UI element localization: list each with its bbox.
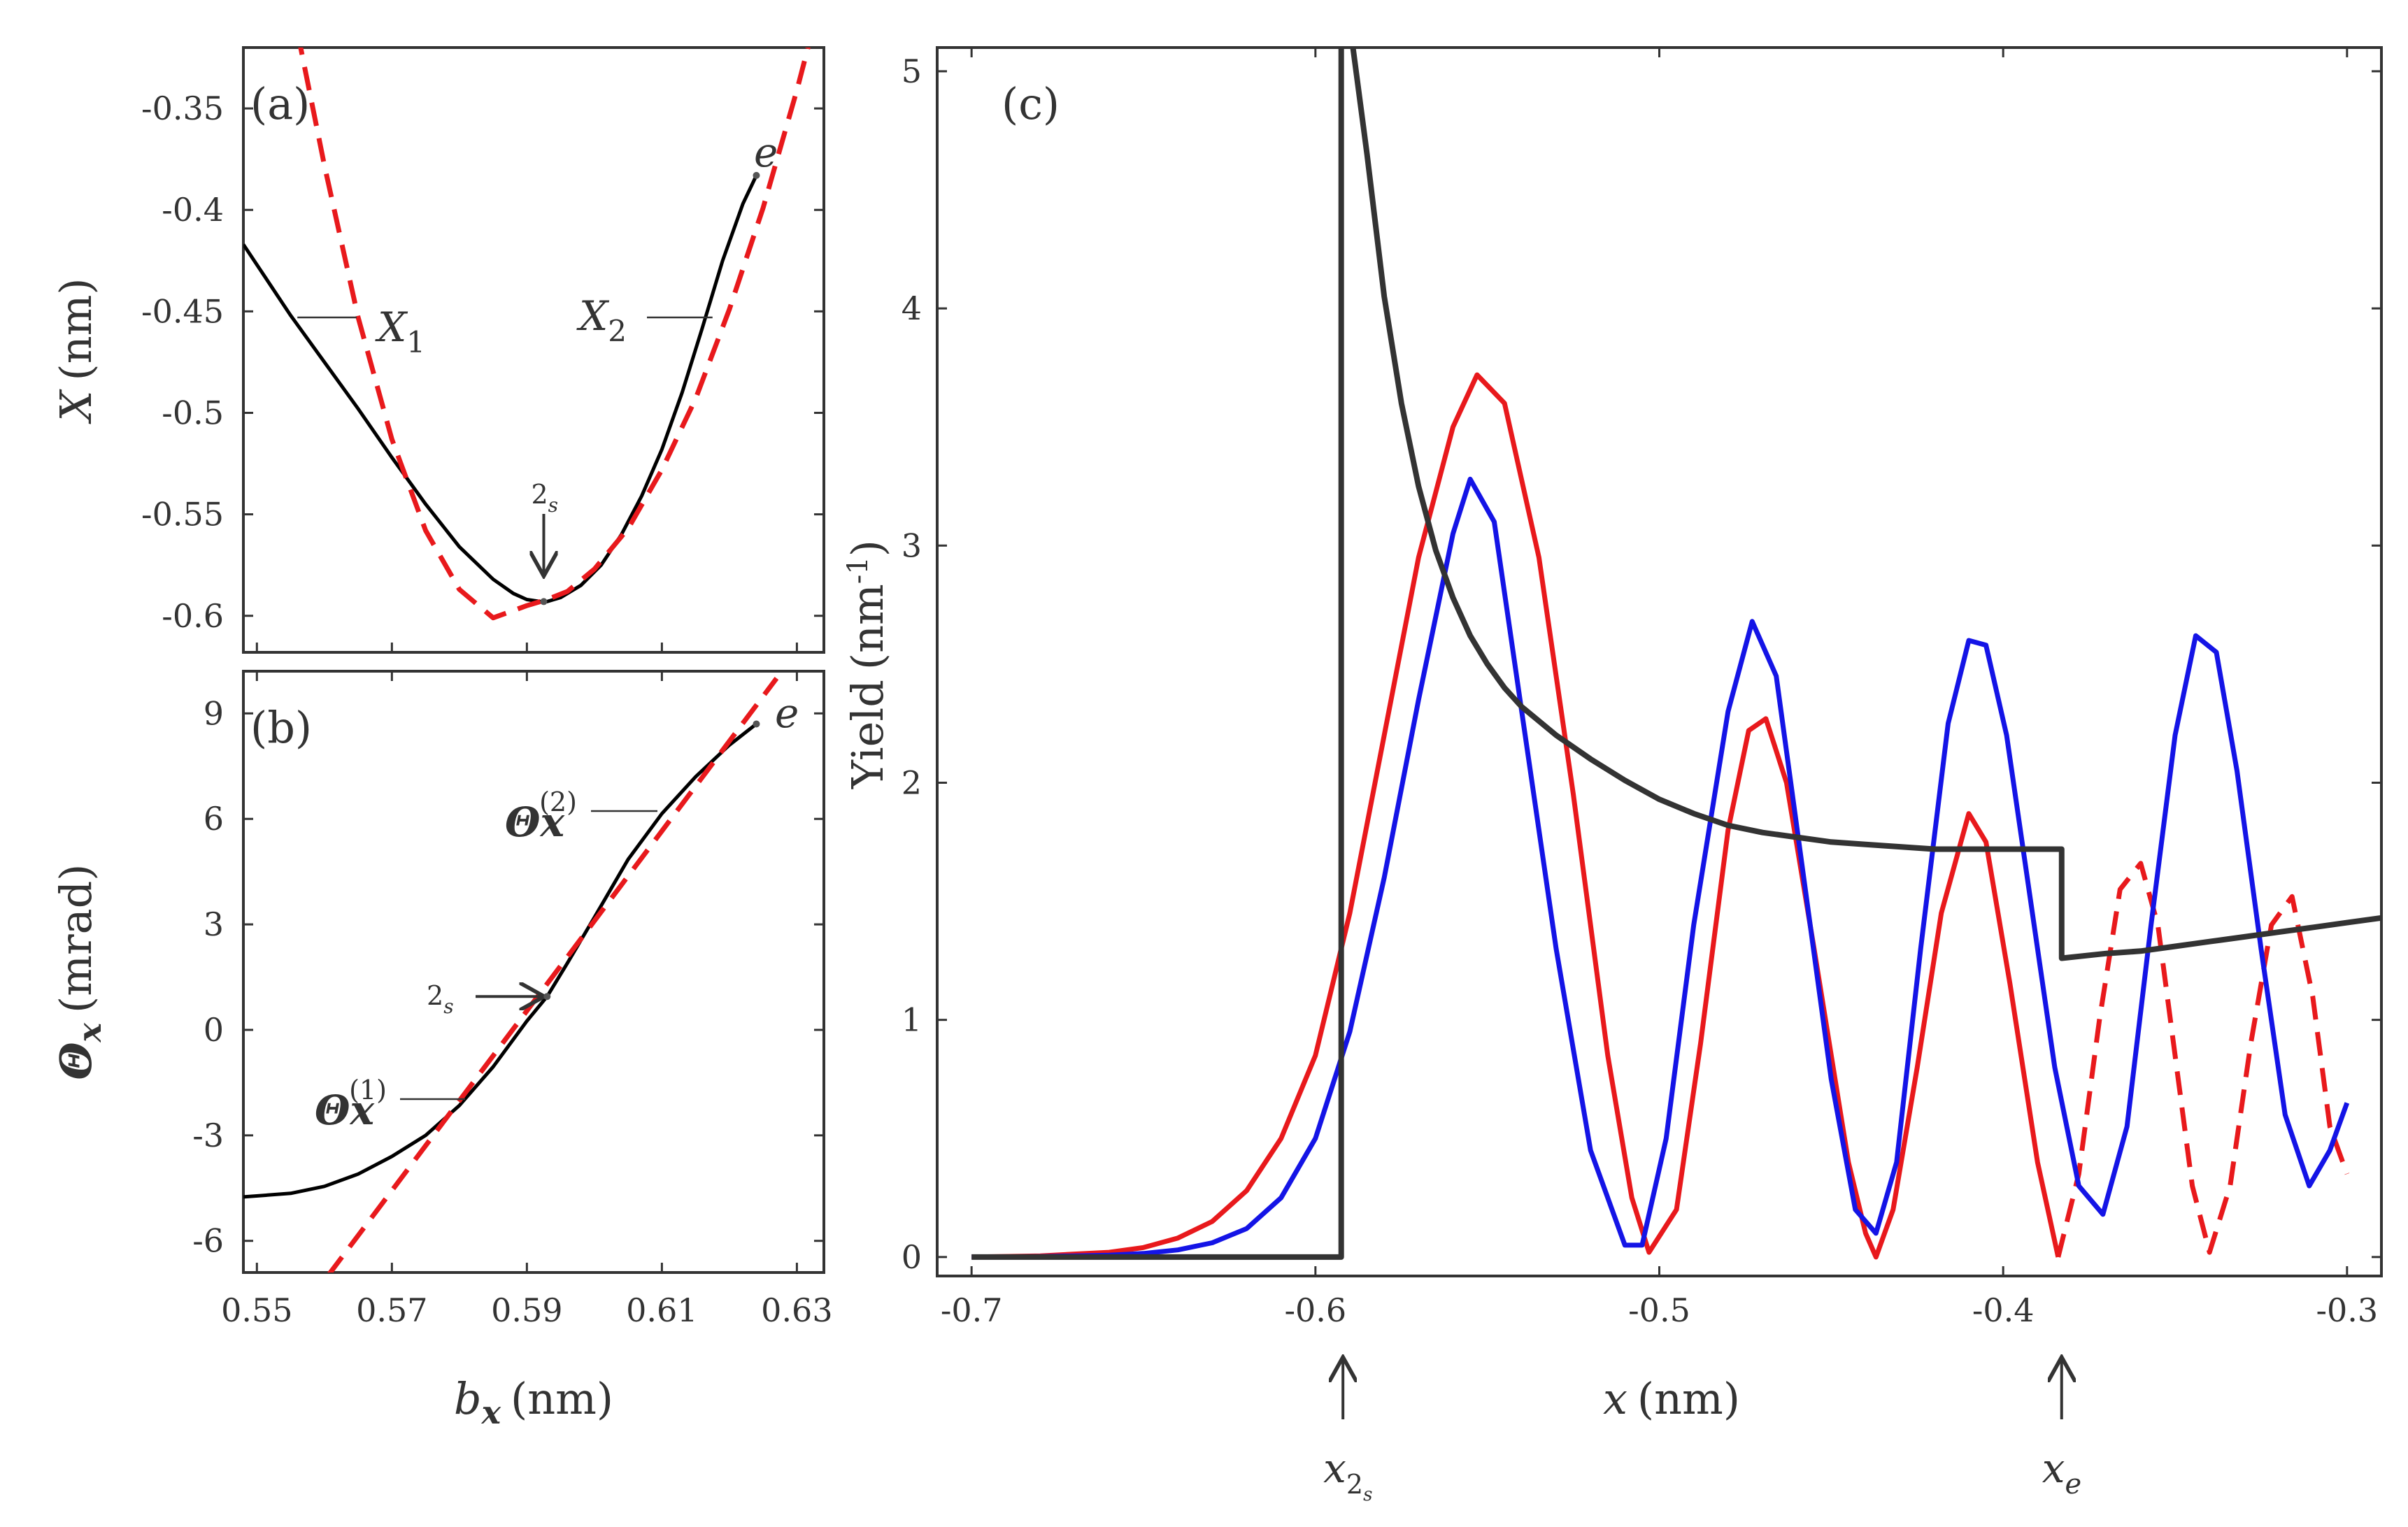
panel-a-plot: -0.35 -0.4 -0.45 -0.5 -0.55 -0.6 (a) X1 X2 2s e	[141, 48, 824, 652]
panel-b-label: (b)	[250, 702, 312, 753]
ytick-label-b: 3	[204, 905, 224, 943]
end-dot-b	[753, 720, 760, 728]
saddle-label-a: 2s	[531, 479, 558, 517]
xtick-label-c: -0.5	[1628, 1291, 1690, 1329]
x2-label: X2	[576, 292, 627, 348]
ytick-label-b: 6	[204, 800, 224, 838]
panel-b-xlabel: bx (nm)	[454, 1373, 613, 1431]
marker-label-1: xe	[2042, 1444, 2081, 1500]
xtick-label-c: -0.7	[941, 1291, 1003, 1329]
panel-c-label: (c)	[1002, 78, 1060, 129]
panel-c-plot: 0 1 2 3 4 5 -0.7 -0.6 -0.5 -0.4 -0.3 (c) x2s xe	[902, 48, 2381, 1505]
ytick-label-a: -0.45	[141, 292, 224, 330]
end-dot-a	[753, 171, 760, 179]
ytick-label-a: -0.4	[162, 191, 224, 229]
panel-b-frame	[242, 670, 825, 1274]
xtick-label-c: -0.3	[2316, 1291, 2378, 1329]
x1-label: X1	[375, 303, 425, 359]
saddle-dot-b	[543, 993, 551, 1001]
panel-b-plot: 9 6 3 0 -3 -6 0.55 0.57 0.59 0.61 0.63 (b) Θx(1) Θx(2…	[192, 671, 833, 1329]
marker-label-0: x2s	[1323, 1444, 1372, 1505]
ytick-label-a: -0.5	[162, 394, 224, 431]
xtick-label-c: -0.4	[1972, 1291, 2035, 1329]
panel-c-frame	[936, 46, 2383, 1277]
series-line-c-2	[2056, 861, 2350, 1258]
series-line-a-0	[243, 174, 758, 603]
saddle-label-b: 2s	[427, 980, 454, 1018]
series-line-c-3	[971, 476, 2350, 1260]
ytick-label-b: 0	[204, 1011, 224, 1049]
ytick-label-c: 3	[902, 526, 922, 564]
ytick-label-a: -0.35	[141, 89, 224, 127]
series-line-c-1	[971, 372, 2061, 1260]
xtick-label-b: 0.63	[761, 1291, 832, 1329]
panel-a-frame	[242, 46, 825, 654]
xtick-label-b: 0.61	[626, 1291, 697, 1329]
ytick-label-c: 5	[902, 52, 922, 90]
theta2-label: Θx(2)	[505, 787, 577, 846]
series-line-c-0	[971, 48, 2381, 1260]
ytick-label-c: 0	[902, 1238, 922, 1276]
panel-a-ylabel: X(nm)	[50, 278, 101, 424]
series-line-b-0	[243, 722, 758, 1199]
ytick-label-c: 2	[902, 764, 922, 801]
xtick-label-b: 0.57	[356, 1291, 427, 1329]
ytick-label-b: -6	[192, 1222, 224, 1260]
xtick-label-b: 0.55	[221, 1291, 292, 1329]
end-label-b: e	[775, 689, 799, 737]
ytick-label-a: -0.6	[162, 597, 224, 635]
panel-c-xlabel: x (nm)	[1603, 1373, 1740, 1424]
saddle-dot-a	[540, 598, 548, 605]
series-line-a-1	[298, 48, 811, 621]
xtick-label-c: -0.6	[1284, 1291, 1346, 1329]
panel-a-label: (a)	[250, 78, 310, 129]
theta1-label: Θx(1)	[315, 1075, 387, 1134]
ytick-label-b: -3	[192, 1117, 224, 1154]
panel-c-ylabel: Yield(nm-1)	[842, 540, 893, 789]
ytick-label-c: 1	[902, 1001, 922, 1039]
panel-b-ylabel: Θx(mrad)	[50, 864, 108, 1080]
ytick-label-b: 9	[204, 694, 224, 732]
end-label-a: e	[754, 129, 778, 176]
ytick-label-c: 4	[902, 289, 922, 327]
ytick-label-a: -0.55	[141, 496, 224, 533]
series-line-b-1	[327, 676, 779, 1272]
xtick-label-b: 0.59	[491, 1291, 562, 1329]
